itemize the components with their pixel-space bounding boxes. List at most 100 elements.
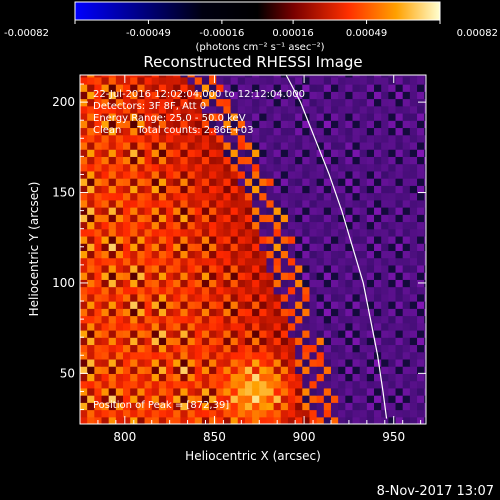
heatmap-cell (216, 207, 225, 215)
heatmap-cell (266, 322, 275, 331)
heatmap-cell (374, 235, 382, 244)
heatmap-cell (287, 178, 296, 186)
heatmap-cell (417, 170, 425, 179)
heatmap-cell (137, 105, 146, 114)
heatmap-cell (280, 112, 289, 121)
heatmap-cell (381, 134, 389, 143)
heatmap-cell (130, 395, 138, 403)
heatmap-cell (280, 286, 289, 295)
heatmap-cell (295, 75, 303, 78)
heatmap-cell (330, 156, 339, 165)
heatmap-cell (395, 272, 404, 280)
heatmap-cell (295, 358, 303, 367)
heatmap-cell (123, 112, 131, 121)
heatmap-cell (230, 75, 239, 78)
heatmap-cell (237, 141, 246, 150)
heatmap-cell (166, 156, 174, 165)
heatmap-cell (87, 156, 95, 165)
heatmap-cell (123, 243, 131, 252)
heatmap-cell (87, 351, 95, 360)
heatmap-cell (244, 156, 253, 165)
heatmap-cell (295, 329, 303, 338)
heatmap-cell (94, 315, 103, 324)
heatmap-cell (374, 257, 382, 266)
heatmap-cell (187, 112, 196, 121)
heatmap-cell (123, 199, 131, 208)
heatmap-cell (359, 315, 368, 324)
heatmap-cell (366, 257, 375, 266)
heatmap-cell (108, 76, 117, 85)
heatmap-cell (424, 387, 426, 396)
heatmap-cell (295, 286, 303, 295)
heatmap-cell (101, 409, 110, 418)
heatmap-cell (266, 105, 275, 114)
heatmap-cell (216, 409, 225, 418)
heatmap-cell (280, 395, 289, 403)
heatmap-cell (144, 373, 153, 382)
heatmap-cell (266, 112, 275, 121)
heatmap-cell (158, 84, 167, 92)
heatmap-cell (395, 264, 404, 273)
heatmap-cell (244, 84, 253, 92)
heatmap-cell (130, 322, 138, 331)
heatmap-cell (388, 228, 397, 237)
heatmap-cell (101, 373, 110, 382)
heatmap-cell (87, 170, 95, 179)
heatmap-cell (316, 264, 325, 273)
heatmap-cell (216, 141, 225, 150)
heatmap-cell (194, 84, 203, 92)
heatmap-cell (216, 301, 225, 309)
heatmap-cell (187, 243, 196, 252)
heatmap-cell (173, 380, 181, 389)
heatmap-cell (374, 75, 382, 78)
heatmap-cell (395, 192, 404, 201)
heatmap-cell (101, 301, 110, 309)
heatmap-cell (94, 207, 103, 215)
heatmap-cell (388, 373, 397, 382)
heatmap-cell (108, 163, 117, 172)
heatmap-cell (209, 163, 217, 172)
heatmap-cell (316, 127, 325, 136)
heatmap-cell (130, 409, 138, 418)
heatmap-cell (80, 286, 88, 295)
heatmap-cell (352, 301, 361, 309)
heatmap-cell (316, 315, 325, 324)
heatmap-cell (402, 402, 411, 411)
heatmap-cell (180, 243, 189, 252)
heatmap-cell (115, 373, 124, 382)
heatmap-cell (295, 387, 303, 396)
heatmap-cell (402, 337, 411, 346)
heatmap-cell (87, 149, 95, 157)
heatmap-cell (424, 351, 426, 360)
heatmap-cell (158, 322, 167, 331)
heatmap-cell (381, 358, 389, 367)
heatmap-cell (187, 264, 196, 273)
heatmap-cell (209, 91, 217, 100)
heatmap-cell (230, 373, 239, 382)
heatmap-cell (108, 120, 117, 129)
heatmap-cell (259, 156, 268, 165)
heatmap-cell (252, 329, 260, 338)
heatmap-cell (323, 98, 332, 107)
heatmap-cell (166, 351, 174, 360)
heatmap-cell (151, 178, 160, 186)
heatmap-cell (302, 409, 311, 418)
heatmap-cell (330, 257, 339, 266)
heatmap-cell (252, 214, 260, 223)
heatmap-cell (366, 322, 375, 331)
heatmap-cell (409, 105, 418, 114)
heatmap-cell (323, 163, 332, 172)
heatmap-cell (388, 105, 397, 114)
heatmap-cell (352, 395, 361, 403)
heatmap-cell (209, 199, 217, 208)
heatmap-cell (366, 366, 375, 374)
heatmap-cell (209, 141, 217, 150)
heatmap-cell (381, 228, 389, 237)
heatmap-cell (409, 387, 418, 396)
heatmap-cell (309, 315, 318, 324)
heatmap-cell (237, 91, 246, 100)
heatmap-cell (374, 402, 382, 411)
heatmap-cell (359, 221, 368, 230)
heatmap-cell (259, 286, 268, 295)
heatmap-cell (338, 322, 346, 331)
